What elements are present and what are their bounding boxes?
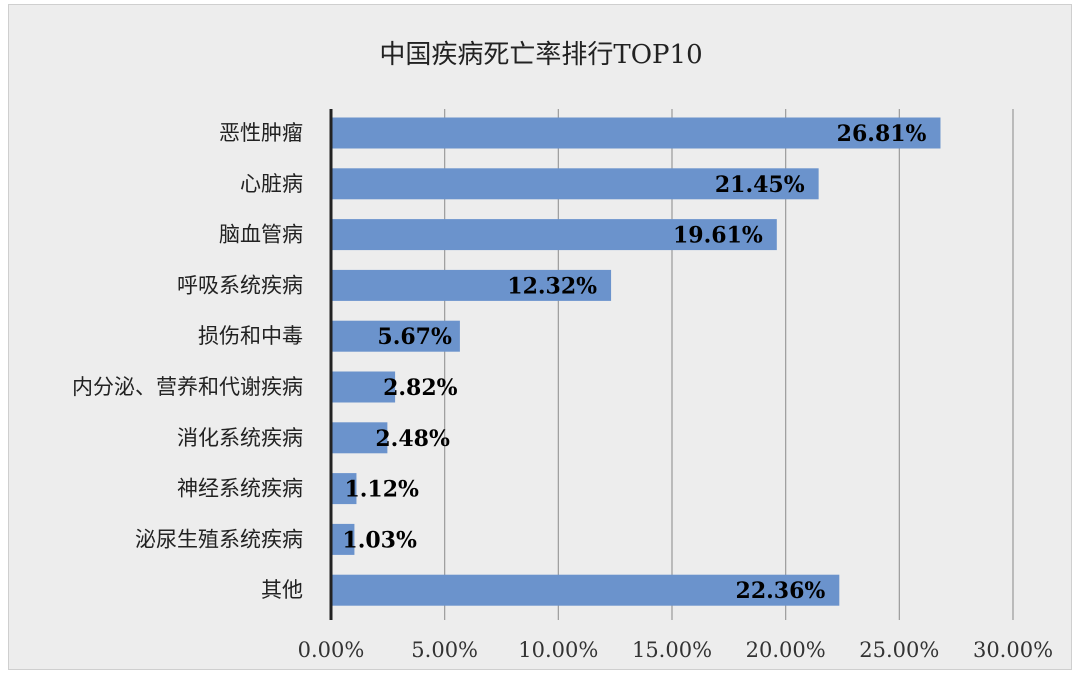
- chart-frame: 中国疾病死亡率排行TOP10 恶性肿瘤心脏病脑血管病呼吸系统疾病损伤和中毒内分泌…: [8, 4, 1072, 670]
- bar: [331, 574, 840, 606]
- x-tick-label: 30.00%: [973, 638, 1053, 662]
- data-label: 1.12%: [344, 477, 419, 503]
- bar: [331, 523, 355, 555]
- data-label: 2.48%: [375, 426, 450, 452]
- data-label: 21.45%: [715, 172, 805, 198]
- x-tick-labels: 0.00% 5.00% 10.00% 15.00% 20.00% 25.00% 30.00%: [298, 638, 1053, 662]
- data-label: 5.67%: [377, 324, 452, 350]
- category-label: 心脏病: [240, 172, 303, 196]
- data-label: 19.61%: [673, 223, 763, 249]
- category-label: 其他: [261, 578, 303, 602]
- category-label: 泌尿生殖系统疾病: [135, 527, 303, 551]
- data-label: 1.03%: [342, 527, 417, 553]
- bar: [331, 320, 460, 352]
- bar: [331, 473, 357, 505]
- category-label: 损伤和中毒: [198, 324, 303, 348]
- data-label: 26.81%: [837, 121, 927, 147]
- data-label: 22.36%: [736, 578, 826, 604]
- bar: [331, 371, 396, 403]
- bar: [331, 168, 819, 200]
- category-label: 消化系统疾病: [177, 426, 303, 450]
- bar: [331, 422, 388, 454]
- bar: [331, 219, 777, 251]
- category-label: 神经系统疾病: [177, 477, 303, 501]
- x-tick-label: 0.00%: [298, 638, 365, 662]
- x-tick-label: 15.00%: [632, 638, 712, 662]
- chart-title: 中国疾病死亡率排行TOP10: [379, 40, 702, 70]
- data-labels: 26.81% 21.45% 19.61% 12.32% 5.67% 2.82% 2.48% 1…: [342, 121, 926, 604]
- data-label: 12.32%: [507, 273, 597, 299]
- x-tick-label: 20.00%: [746, 638, 826, 662]
- x-tick-label: 5.00%: [411, 638, 478, 662]
- x-tick-label: 25.00%: [859, 638, 939, 662]
- category-label: 呼吸系统疾病: [177, 273, 303, 297]
- x-tick-label: 10.00%: [518, 638, 598, 662]
- category-labels: 恶性肿瘤心脏病脑血管病呼吸系统疾病损伤和中毒内分泌、营养和代谢疾病消化系统疾病神…: [72, 121, 303, 602]
- category-label: 恶性肿瘤: [219, 121, 303, 145]
- data-label: 2.82%: [383, 375, 458, 401]
- bar: [331, 269, 612, 301]
- bars: [331, 117, 941, 606]
- bar: [331, 117, 941, 149]
- category-label: 内分泌、营养和代谢疾病: [72, 375, 303, 399]
- category-label: 脑血管病: [219, 223, 303, 247]
- bar-chart: 中国疾病死亡率排行TOP10 恶性肿瘤心脏病脑血管病呼吸系统疾病损伤和中毒内分泌…: [72, 40, 1053, 662]
